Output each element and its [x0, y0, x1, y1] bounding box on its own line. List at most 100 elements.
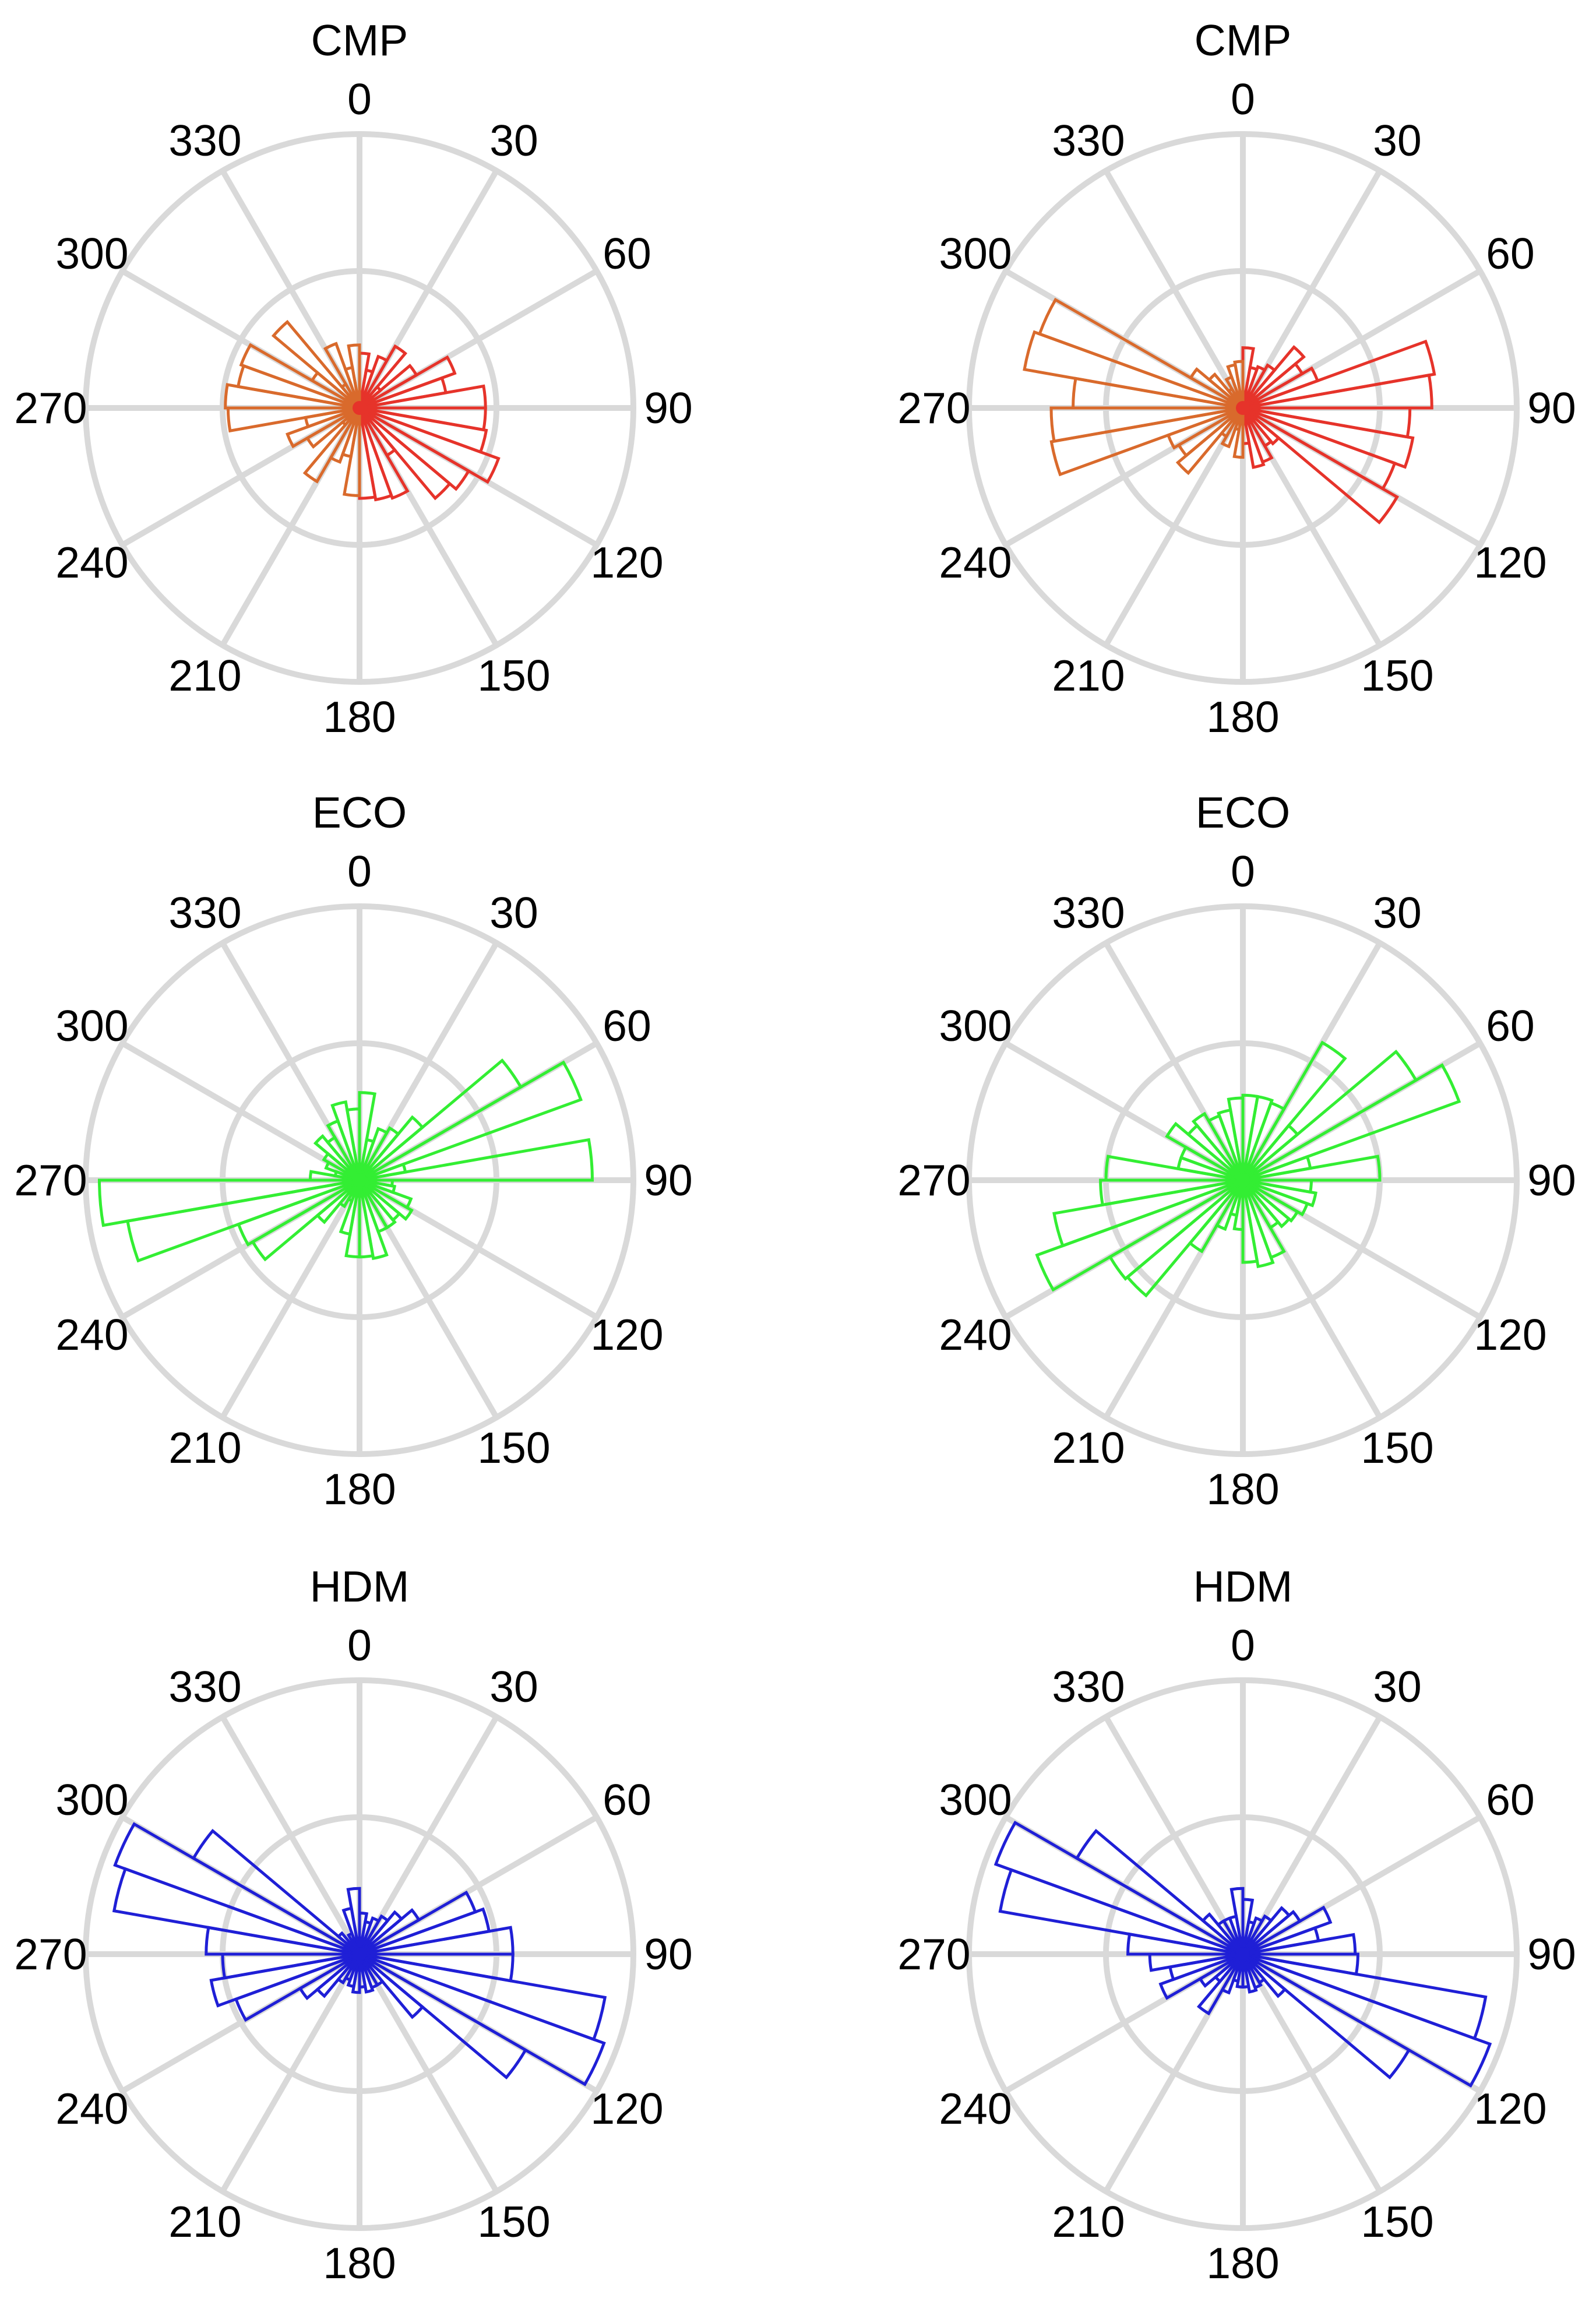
bar-60-deg	[1242, 1905, 1333, 1956]
tick-label-300: 300	[939, 1001, 1012, 1050]
chart-title: ECO	[1196, 788, 1291, 837]
bar-350-deg	[1233, 360, 1245, 409]
bar-110-deg	[358, 1952, 606, 2086]
bar-340-deg	[330, 1100, 361, 1181]
bar-80-deg	[359, 1138, 594, 1182]
tick-label-300: 300	[55, 229, 128, 278]
bar-180-deg	[1235, 1954, 1245, 1989]
tick-label-60: 60	[1486, 1001, 1534, 1050]
polar-chart-6: 0 30 60 90 120 150 180 210 240 270 300 330 HDM	[897, 1562, 1576, 2288]
bar-300-deg	[191, 1828, 361, 1956]
tick-label-0: 0	[347, 1621, 372, 1670]
tick-label-270: 270	[897, 383, 970, 432]
spoke-30	[357, 1715, 499, 1956]
spoke-210	[220, 1178, 362, 1419]
tick-label-270: 270	[897, 1930, 970, 1979]
tick-label-300: 300	[939, 229, 1012, 278]
bar-0-deg	[1241, 346, 1255, 409]
polar-chart-1: 0 30 60 90 120 150 180 210 240 270 300 330 CMP	[14, 16, 692, 741]
bar-30-deg	[1241, 1040, 1347, 1181]
bar-60-deg	[358, 355, 457, 410]
bar-290-deg	[113, 1822, 361, 1956]
spoke-210	[1103, 406, 1246, 647]
bar-40-deg	[1242, 345, 1306, 409]
tick-label-90: 90	[644, 1930, 692, 1979]
tick-label-150: 150	[477, 1423, 550, 1472]
bar-290-deg	[239, 343, 361, 410]
bar-220-deg	[1175, 407, 1244, 476]
tick-label-0: 0	[1231, 75, 1255, 124]
tick-label-120: 120	[590, 1310, 663, 1359]
tick-label-30: 30	[489, 1662, 538, 1711]
bar-250-deg	[209, 1952, 360, 2008]
bar-250-deg	[1049, 406, 1243, 477]
bar-170-deg	[358, 407, 377, 500]
center-dot	[1236, 1173, 1250, 1187]
bar-230-deg	[251, 1178, 361, 1262]
bar-290-deg	[1037, 297, 1244, 410]
bar-350-deg	[345, 1107, 361, 1181]
tick-label-210: 210	[1052, 651, 1125, 700]
tick-label-240: 240	[939, 2084, 1012, 2133]
tick-label-180: 180	[1206, 692, 1279, 741]
bar-310-deg	[313, 1134, 361, 1181]
bar-120-deg	[1242, 1178, 1300, 1223]
tick-label-0: 0	[347, 847, 372, 896]
tick-label-60: 60	[1486, 1775, 1534, 1824]
bar-60-deg	[1242, 1063, 1461, 1182]
spoke-330	[1103, 1715, 1246, 1956]
tick-label-150: 150	[477, 2197, 550, 2246]
bar-120-deg	[358, 1178, 414, 1222]
bar-160-deg	[358, 1180, 389, 1261]
bar-120-deg	[1242, 406, 1400, 525]
spoke-30	[1240, 1715, 1383, 1956]
bar-120-deg	[1242, 1952, 1411, 2080]
bar-180-deg	[344, 1180, 361, 1259]
bar-160-deg	[358, 1954, 375, 1994]
bar-280-deg	[1023, 330, 1243, 410]
spoke-210	[220, 1952, 362, 2193]
bar-290-deg	[993, 1820, 1244, 1956]
bar-130-deg	[358, 1953, 425, 2019]
tick-label-330: 330	[168, 888, 241, 937]
tick-label-180: 180	[323, 692, 396, 741]
tick-label-210: 210	[168, 651, 241, 700]
bar-240-deg	[1158, 1952, 1244, 2000]
bar-110-deg	[1242, 1952, 1492, 2088]
tick-label-300: 300	[939, 1775, 1012, 1824]
bar-260-deg	[1099, 1178, 1243, 1207]
bar-180-deg	[1232, 1180, 1245, 1231]
bar-160-deg	[1241, 407, 1266, 469]
bar-120-deg	[358, 406, 471, 491]
tick-label-120: 120	[1474, 2084, 1546, 2133]
bar-130-deg	[358, 407, 452, 501]
spoke-330	[220, 1715, 362, 1956]
bar-270-deg	[224, 383, 360, 410]
tick-label-120: 120	[590, 538, 663, 587]
bar-100-deg	[1242, 1178, 1317, 1208]
bar-130-deg	[1242, 1179, 1291, 1229]
bar-60-deg	[358, 1060, 583, 1182]
polar-chart-2: 0 30 60 90 120 150 180 210 240 270 300 330 CMP	[897, 16, 1576, 741]
tick-label-90: 90	[644, 383, 692, 432]
bar-70-deg	[1242, 339, 1436, 410]
bar-30-deg	[358, 344, 408, 409]
polar-chart-3: 0 30 60 90 120 150 180 210 240 270 300 330 ECO	[14, 788, 692, 1514]
tick-label-120: 120	[1474, 538, 1546, 587]
bar-260-deg	[1049, 406, 1243, 443]
tick-label-150: 150	[1361, 651, 1433, 700]
bar-300-deg	[1074, 1828, 1244, 1956]
tick-label-300: 300	[55, 1775, 128, 1824]
chart-title: CMP	[311, 16, 408, 65]
tick-label-150: 150	[1361, 2197, 1433, 2246]
bar-310-deg	[336, 1931, 361, 1955]
bar-130-deg	[1242, 407, 1281, 446]
bar-10-deg	[1241, 1095, 1274, 1181]
bar-160-deg	[358, 407, 393, 502]
center-dot	[353, 1173, 367, 1187]
tick-label-150: 150	[477, 651, 550, 700]
tick-label-330: 330	[1052, 1662, 1125, 1711]
chart-title: HDM	[310, 1562, 410, 1611]
tick-label-210: 210	[168, 1423, 241, 1472]
